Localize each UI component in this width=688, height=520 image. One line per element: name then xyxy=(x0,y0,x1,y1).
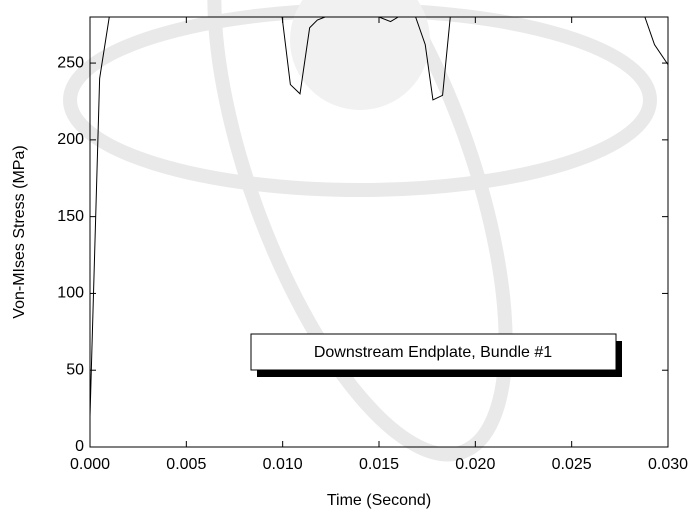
x-tick-label: 0.020 xyxy=(455,456,495,473)
x-tick-label: 0.000 xyxy=(70,456,110,473)
x-tick-label: 0.015 xyxy=(359,456,399,473)
watermark xyxy=(63,0,657,462)
data-line xyxy=(90,17,668,417)
x-tick-label: 0.025 xyxy=(552,456,592,473)
y-tick-label: 100 xyxy=(57,285,84,302)
x-tick-label: 0.030 xyxy=(648,456,688,473)
y-tick-label: 0 xyxy=(75,438,84,455)
x-tick-label: 0.005 xyxy=(166,456,206,473)
y-tick-label: 250 xyxy=(57,54,84,71)
annotation-box xyxy=(250,333,617,371)
y-tick-label: 200 xyxy=(57,131,84,148)
x-tick-label: 0.010 xyxy=(263,456,303,473)
y-tick-label: 150 xyxy=(57,208,84,225)
x-axis-label: Time (Second) xyxy=(327,492,431,509)
y-tick-label: 50 xyxy=(66,361,84,378)
annotation: Downstream Endplate, Bundle #1 xyxy=(314,344,552,361)
y-axis-label: Von-MIses Stress (MPa) xyxy=(11,145,28,318)
